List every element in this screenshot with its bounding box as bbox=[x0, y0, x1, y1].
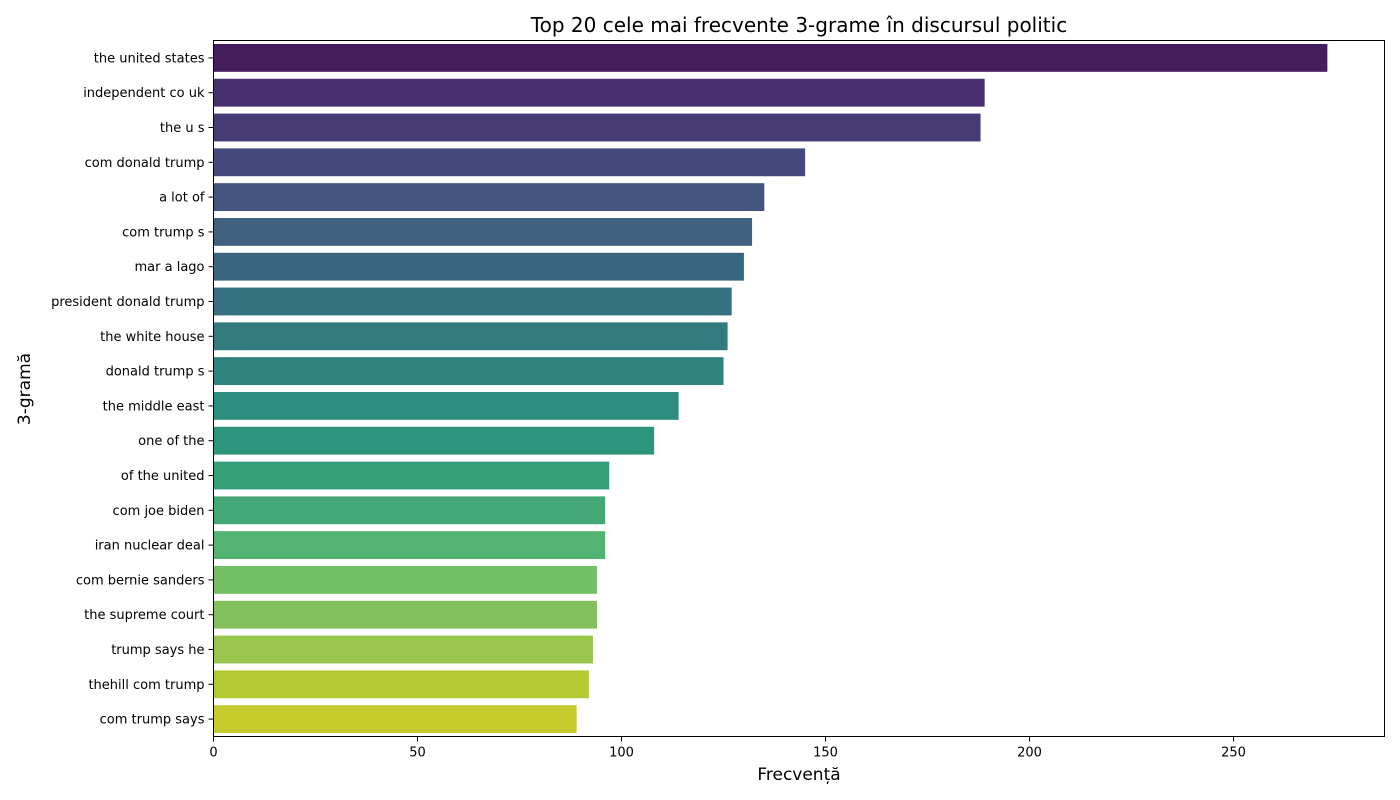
y-tick-label: one of the bbox=[138, 434, 204, 449]
y-tick-label: donald trump s bbox=[106, 365, 205, 380]
bar-the-united-states bbox=[213, 43, 1328, 72]
y-tick-label: the supreme court bbox=[84, 608, 204, 623]
y-tick-label: the white house bbox=[100, 330, 204, 345]
bar-com-donald-trump bbox=[213, 148, 806, 177]
x-tick-label: 200 bbox=[1017, 746, 1042, 761]
y-tick-label: com bernie sanders bbox=[76, 573, 205, 588]
y-axis-ticks: the united states independent co uk the u … bbox=[51, 51, 214, 728]
y-tick-label: president donald trump bbox=[51, 295, 204, 310]
y-tick-label: of the united bbox=[121, 469, 205, 484]
x-tick-label: 100 bbox=[609, 746, 634, 761]
bar-thehill-com-trump bbox=[213, 670, 589, 699]
bar-the-white-house bbox=[213, 322, 728, 351]
x-tick-label: 150 bbox=[813, 746, 838, 761]
bar-com-bernie-sanders bbox=[213, 565, 598, 594]
y-tick-label: trump says he bbox=[111, 643, 204, 658]
bar-president-donald-trump bbox=[213, 287, 732, 316]
bar-of-the-united bbox=[213, 461, 610, 490]
y-tick-label: com trump s bbox=[122, 225, 205, 240]
y-tick-label: com trump says bbox=[100, 713, 205, 728]
y-tick-label: com joe biden bbox=[113, 504, 205, 519]
bar-a-lot-of bbox=[213, 183, 765, 212]
bar-com-joe-biden bbox=[213, 496, 606, 525]
bar-independent-co-uk bbox=[213, 78, 985, 107]
y-tick-label: the united states bbox=[94, 51, 205, 66]
bar-trump-says-he bbox=[213, 635, 593, 664]
y-tick-label: thehill com trump bbox=[88, 678, 204, 693]
y-tick-label: mar a lago bbox=[135, 260, 205, 275]
y-tick-label: a lot of bbox=[159, 191, 205, 206]
bar-the-supreme-court bbox=[213, 600, 598, 629]
x-tick-label: 0 bbox=[209, 746, 217, 761]
x-tick-label: 50 bbox=[409, 746, 426, 761]
bar-iran-nuclear-deal bbox=[213, 531, 606, 560]
bar-com-trump-says bbox=[213, 705, 577, 734]
x-axis-label: Frecvență bbox=[757, 765, 840, 785]
x-axis-ticks: 0 50 100 150 200 250 bbox=[209, 736, 1246, 761]
bar-com-trump-s bbox=[213, 217, 753, 246]
plot-frame bbox=[213, 40, 1385, 737]
bar-one-of-the bbox=[213, 426, 655, 455]
chart-title: Top 20 cele mai frecvente 3-grame în dis… bbox=[530, 13, 1067, 37]
y-axis-label: 3-gramă bbox=[15, 353, 35, 425]
y-tick-label: independent co uk bbox=[83, 86, 205, 101]
bar-donald-trump-s bbox=[213, 357, 724, 386]
bars-group bbox=[213, 43, 1328, 734]
y-tick-label: com donald trump bbox=[85, 156, 205, 171]
y-tick-label: iran nuclear deal bbox=[95, 539, 205, 554]
x-tick-label: 250 bbox=[1221, 746, 1246, 761]
bar-the-u-s bbox=[213, 113, 981, 142]
bar-mar-a-lago bbox=[213, 252, 744, 281]
bar-the-middle-east bbox=[213, 391, 679, 420]
y-tick-label: the u s bbox=[160, 121, 205, 136]
y-tick-label: the middle east bbox=[103, 399, 205, 414]
